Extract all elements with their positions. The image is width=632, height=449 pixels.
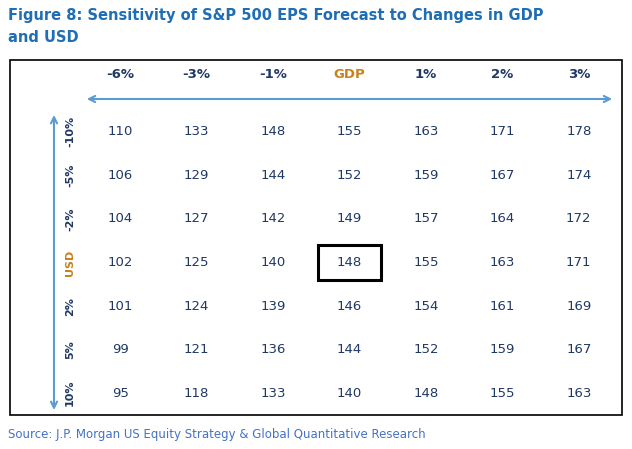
Text: 144: 144 (260, 169, 286, 182)
Text: 101: 101 (107, 299, 133, 313)
Text: 125: 125 (184, 256, 209, 269)
Text: 171: 171 (566, 256, 592, 269)
Text: 149: 149 (337, 212, 362, 225)
Text: 152: 152 (413, 343, 439, 356)
Text: 148: 148 (413, 387, 439, 400)
Text: 148: 148 (337, 256, 362, 269)
Text: 178: 178 (566, 125, 592, 138)
Text: USD: USD (65, 249, 75, 276)
Text: 163: 163 (566, 387, 592, 400)
Text: 95: 95 (112, 387, 129, 400)
Text: 155: 155 (413, 256, 439, 269)
Text: -6%: -6% (106, 67, 134, 80)
Text: 127: 127 (184, 212, 209, 225)
Text: 2%: 2% (65, 297, 75, 316)
Text: 133: 133 (184, 125, 209, 138)
Text: 157: 157 (413, 212, 439, 225)
Text: Figure 8: Sensitivity of S&P 500 EPS Forecast to Changes in GDP: Figure 8: Sensitivity of S&P 500 EPS For… (8, 8, 544, 23)
Text: 146: 146 (337, 299, 362, 313)
Text: 155: 155 (337, 125, 362, 138)
Text: 154: 154 (413, 299, 439, 313)
Text: 10%: 10% (65, 380, 75, 406)
Text: 124: 124 (184, 299, 209, 313)
Bar (10, 60, 622, 415)
Text: -2%: -2% (65, 207, 75, 231)
Text: 148: 148 (260, 125, 286, 138)
Text: 121: 121 (184, 343, 209, 356)
Text: 5%: 5% (65, 340, 75, 359)
Text: Source: J.P. Morgan US Equity Strategy & Global Quantitative Research: Source: J.P. Morgan US Equity Strategy &… (8, 428, 425, 441)
Text: 110: 110 (107, 125, 133, 138)
Text: 163: 163 (490, 256, 515, 269)
Text: -10%: -10% (65, 116, 75, 147)
Text: 140: 140 (337, 387, 362, 400)
Text: 139: 139 (260, 299, 286, 313)
Text: 167: 167 (490, 169, 515, 182)
Text: 133: 133 (260, 387, 286, 400)
Text: 174: 174 (566, 169, 592, 182)
Text: 163: 163 (413, 125, 439, 138)
Text: 136: 136 (260, 343, 286, 356)
Text: 2%: 2% (491, 67, 513, 80)
Text: 106: 106 (107, 169, 133, 182)
Text: -3%: -3% (183, 67, 210, 80)
Text: 171: 171 (490, 125, 515, 138)
Text: 104: 104 (107, 212, 133, 225)
Text: 164: 164 (490, 212, 515, 225)
Text: 1%: 1% (415, 67, 437, 80)
Text: 99: 99 (112, 343, 128, 356)
Text: GDP: GDP (334, 67, 365, 80)
Text: 159: 159 (490, 343, 515, 356)
Text: 140: 140 (260, 256, 286, 269)
Text: 118: 118 (184, 387, 209, 400)
Text: 172: 172 (566, 212, 592, 225)
Text: 152: 152 (337, 169, 362, 182)
Text: and USD: and USD (8, 30, 78, 45)
Text: -1%: -1% (259, 67, 287, 80)
Text: 169: 169 (566, 299, 592, 313)
Text: 129: 129 (184, 169, 209, 182)
Text: 167: 167 (566, 343, 592, 356)
Text: 144: 144 (337, 343, 362, 356)
Bar (318, 245, 381, 280)
Text: 155: 155 (490, 387, 515, 400)
Text: -5%: -5% (65, 164, 75, 187)
Text: 142: 142 (260, 212, 286, 225)
Text: 159: 159 (413, 169, 439, 182)
Text: 102: 102 (107, 256, 133, 269)
Text: 3%: 3% (568, 67, 590, 80)
Text: 161: 161 (490, 299, 515, 313)
